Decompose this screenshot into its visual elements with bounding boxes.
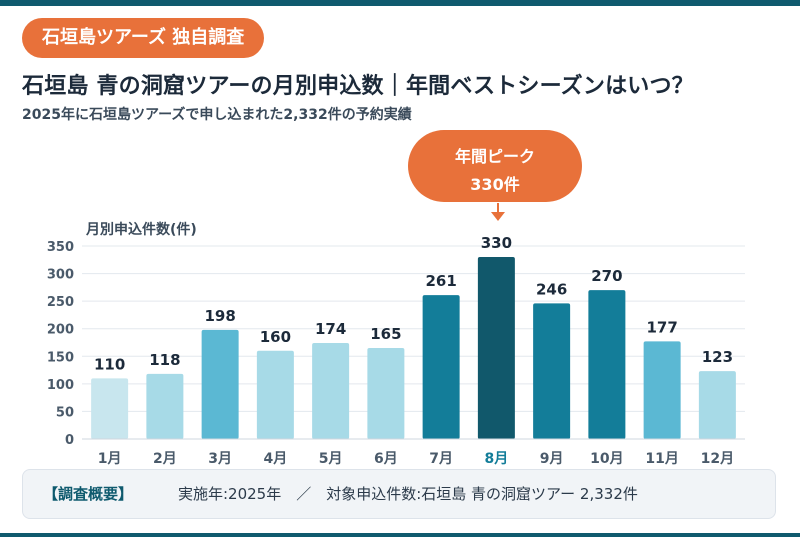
y-tick-label: 200 (47, 323, 74, 338)
x-tick-label: 8月 (485, 451, 509, 467)
x-tick-label: 6月 (374, 451, 398, 467)
x-tick-label: 10月 (590, 451, 623, 467)
bar-value-label: 118 (149, 351, 180, 369)
page-title: 石垣島 青の洞窟ツアーの月別申込数｜年間ベストシーズンはいつ？ (22, 74, 694, 99)
x-tick-label: 5月 (319, 451, 343, 467)
bar-value-label: 330 (481, 234, 512, 252)
bar-value-label: 123 (702, 348, 733, 366)
y-tick-label: 50 (56, 405, 74, 420)
survey-summary-heading: 【調査概要】 (43, 485, 134, 503)
y-axis-title: 月別申込件数(件) (85, 221, 197, 238)
bar (422, 295, 460, 439)
bar (643, 341, 681, 439)
bar-value-label: 261 (425, 272, 456, 290)
bar (588, 290, 626, 439)
peak-arrow-stem (497, 203, 499, 214)
y-tick-label: 100 (47, 378, 74, 393)
page-subtitle: 2025年に石垣島ツアーズで申し込まれた2,332件の予約実績 (22, 107, 412, 123)
survey-badge: 石垣島ツアーズ 独自調査 (22, 18, 265, 58)
x-tick-label: 11月 (645, 451, 678, 467)
top-accent-bar (0, 0, 800, 6)
x-tick-label: 9月 (540, 451, 564, 467)
bar-value-label: 198 (204, 307, 235, 325)
peak-callout: 年間ピーク 330件 (408, 130, 582, 202)
bar-value-label: 165 (370, 325, 401, 343)
x-tick-label: 2月 (153, 451, 177, 467)
x-tick-label: 4月 (264, 451, 288, 467)
bar (91, 378, 129, 439)
bar-value-label: 270 (591, 267, 622, 285)
x-tick-label: 1月 (98, 451, 122, 467)
peak-arrow-icon (491, 212, 505, 221)
y-tick-label: 0 (65, 433, 74, 448)
bar (533, 303, 571, 439)
peak-callout-value: 330件 (470, 175, 520, 194)
bottom-accent-bar (0, 533, 800, 537)
bar (201, 329, 239, 439)
survey-summary-text: 実施年:2025年 ／ 対象申込件数:石垣島 青の洞窟ツアー 2,332件 (178, 485, 638, 503)
x-tick-label: 7月 (429, 451, 453, 467)
bar-value-label: 110 (94, 355, 125, 373)
y-tick-label: 150 (47, 350, 74, 365)
bar (312, 343, 350, 439)
survey-summary-box: 【調査概要】 実施年:2025年 ／ 対象申込件数:石垣島 青の洞窟ツアー 2,… (22, 469, 776, 519)
bar (698, 371, 736, 439)
bar-value-label: 177 (646, 318, 677, 336)
bar (146, 373, 184, 439)
monthly-bar-chart: 月別申込件数(件) 0 50 100 150 200 250 300 350 110 1月 118 2月… (47, 221, 745, 467)
y-tick-label: 250 (47, 295, 74, 310)
bar (477, 257, 515, 439)
bar (256, 350, 294, 439)
bar-value-label: 246 (536, 280, 567, 298)
y-tick-label: 300 (47, 268, 74, 283)
peak-callout-label: 年間ピーク (454, 147, 535, 166)
y-tick-label: 350 (47, 240, 74, 255)
bar-value-label: 160 (260, 328, 291, 346)
x-tick-label: 12月 (701, 451, 734, 467)
bar (367, 348, 405, 439)
x-tick-label: 3月 (208, 451, 232, 467)
bar-value-label: 174 (315, 320, 346, 338)
